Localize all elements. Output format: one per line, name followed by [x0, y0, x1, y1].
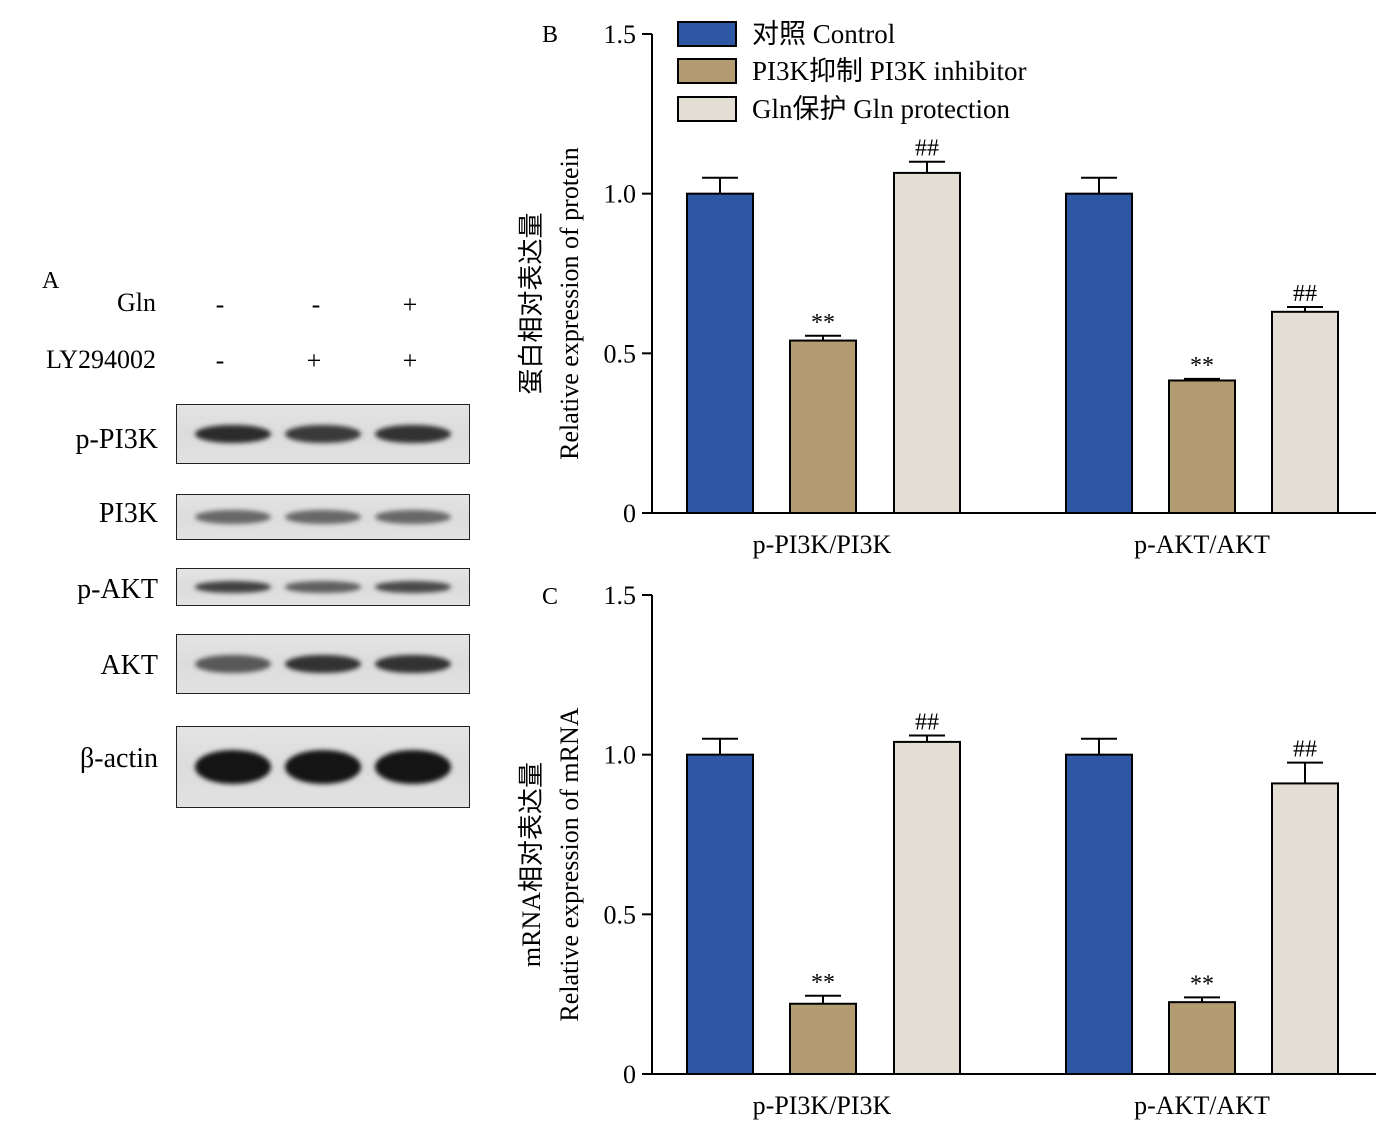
- y-tick-label: 0: [623, 499, 636, 528]
- condition-mark: +: [306, 346, 322, 375]
- category-label: p-PI3K/PI3K: [753, 530, 892, 559]
- blot-band: [375, 509, 451, 525]
- y-tick-label: 1.5: [604, 581, 637, 610]
- significance-mark: ##: [1293, 281, 1317, 307]
- bar: [686, 192, 754, 515]
- condition-mark: +: [402, 290, 418, 319]
- legend-swatch: [677, 96, 737, 122]
- bar: [1065, 192, 1133, 515]
- bar: [893, 171, 961, 514]
- blot-label-akt: AKT: [100, 650, 158, 681]
- blot-band: [195, 424, 271, 444]
- significance-mark: ##: [1293, 737, 1317, 763]
- blot-label-pi3k: PI3K: [98, 498, 158, 529]
- significance-mark: ##: [915, 710, 939, 736]
- condition-mark: -: [311, 290, 321, 319]
- category-label: p-PI3K/PI3K: [753, 1091, 892, 1120]
- bar: [893, 740, 961, 1075]
- bar: [1271, 782, 1339, 1075]
- significance-mark: **: [1190, 971, 1214, 997]
- blot-label-beta-actin: β-actin: [80, 743, 158, 774]
- panel-letter-a: A: [42, 268, 60, 294]
- blot-band: [285, 424, 361, 444]
- blot-band: [285, 581, 361, 593]
- significance-mark: **: [811, 310, 835, 336]
- condition-label-gln: Gln: [117, 288, 156, 317]
- blot-band: [375, 750, 451, 784]
- blot-band: [195, 509, 271, 525]
- blot-p-pi3k: [176, 404, 470, 464]
- blot-pi3k: [176, 494, 470, 540]
- y-tick-label: 0.5: [604, 900, 637, 929]
- blot-band: [285, 654, 361, 674]
- blot-band: [285, 509, 361, 525]
- y-tick-label: 1.5: [604, 20, 637, 49]
- significance-mark: ##: [915, 136, 939, 162]
- category-label: p-AKT/AKT: [1134, 530, 1270, 559]
- y-axis-label-cn: 蛋白相对表达量: [517, 212, 546, 394]
- blot-p-akt: [176, 568, 470, 606]
- y-axis-label-cn: mRNA相对表达量: [517, 762, 546, 967]
- blot-band: [375, 654, 451, 674]
- bar: [789, 1002, 857, 1075]
- y-axis-label-en: Relative expression of mRNA: [555, 707, 584, 1021]
- blot-band: [285, 750, 361, 784]
- blot-beta-actin: [176, 726, 470, 808]
- blot-akt: [176, 634, 470, 694]
- y-axis-label-en: Relative expression of protein: [555, 147, 584, 460]
- significance-mark: **: [811, 970, 835, 996]
- panel-letter: C: [542, 584, 558, 610]
- legend-swatch: [677, 58, 737, 84]
- bar: [1271, 310, 1339, 514]
- legend-swatch: [677, 21, 737, 47]
- legend-label: 对照 Control: [752, 19, 895, 49]
- bar: [789, 339, 857, 514]
- category-label: p-AKT/AKT: [1134, 1091, 1270, 1120]
- legend-label: PI3K抑制 PI3K inhibitor: [752, 56, 1027, 86]
- bar: [686, 753, 754, 1076]
- y-tick-label: 1.0: [604, 741, 637, 770]
- blot-band: [195, 581, 271, 593]
- blot-band: [195, 750, 271, 784]
- condition-mark: -: [215, 346, 225, 375]
- condition-mark: -: [215, 290, 225, 319]
- bar: [1168, 379, 1236, 514]
- bar: [1065, 753, 1133, 1076]
- legend-label: Gln保护 Gln protection: [752, 94, 1010, 124]
- bar: [1168, 1001, 1236, 1076]
- blot-band: [375, 424, 451, 444]
- condition-mark: +: [402, 346, 418, 375]
- blot-band: [375, 581, 451, 593]
- y-tick-label: 0.5: [604, 339, 637, 368]
- blot-label-p-akt: p-AKT: [77, 574, 158, 605]
- y-tick-label: 0: [623, 1060, 636, 1089]
- blot-label-p-pi3k: p-PI3K: [75, 424, 158, 455]
- panel-letter: B: [542, 22, 558, 48]
- significance-mark: **: [1190, 353, 1214, 379]
- condition-label-ly294002: LY294002: [45, 345, 156, 374]
- y-tick-label: 1.0: [604, 180, 637, 209]
- blot-band: [195, 654, 271, 674]
